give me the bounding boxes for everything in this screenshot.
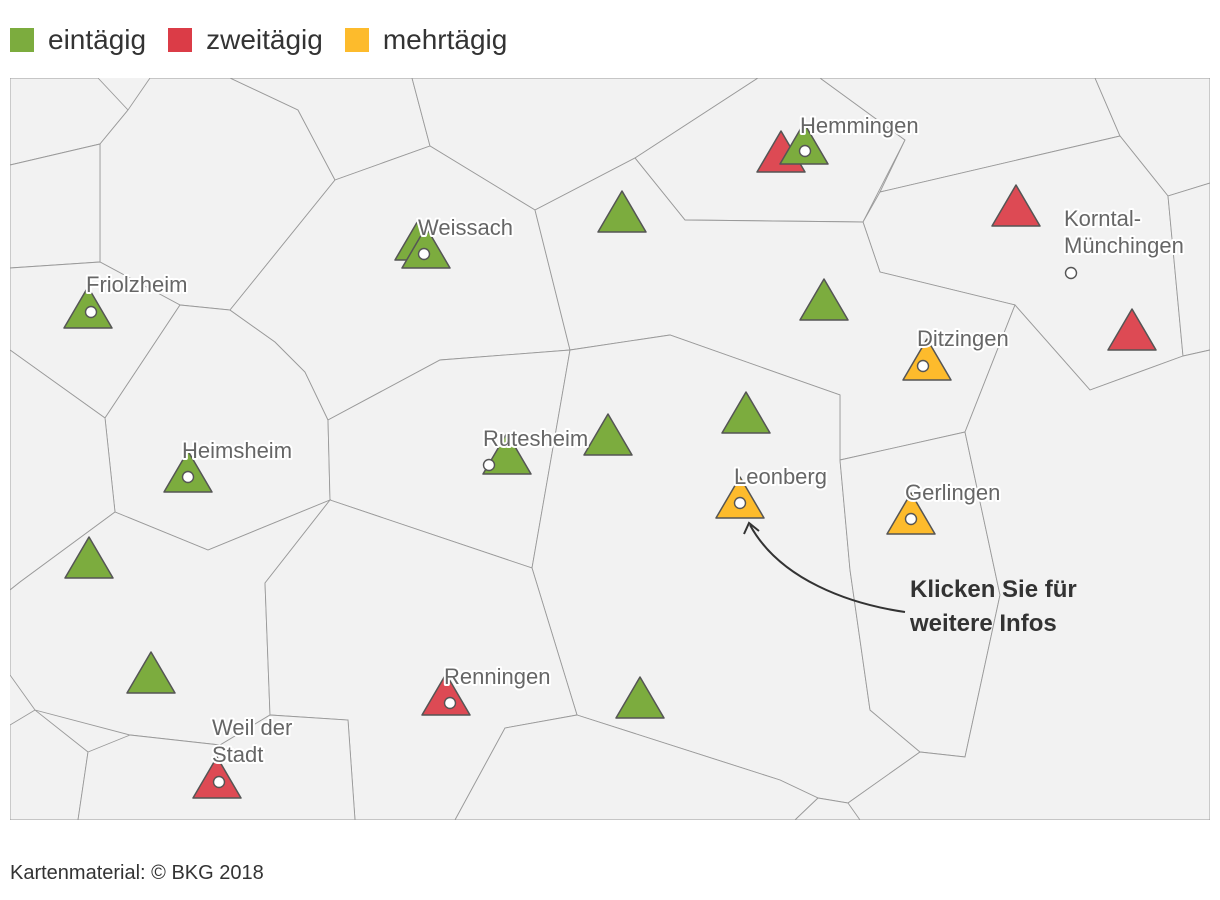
- triangle-marker-icon: [583, 413, 633, 456]
- triangle-marker-icon: [597, 190, 647, 233]
- place-dot: [417, 247, 431, 261]
- triangle-marker-icon: [902, 338, 952, 381]
- legend-swatch-zweitaegig: [168, 28, 193, 52]
- event-marker-zweitaegig[interactable]: [421, 673, 471, 716]
- event-marker-mehrtaegig[interactable]: [902, 338, 952, 381]
- callout-arrow: [749, 524, 906, 613]
- event-marker-eintaegig[interactable]: [597, 190, 647, 233]
- event-marker-eintaegig[interactable]: [126, 651, 176, 694]
- place-dot: [443, 696, 457, 710]
- legend-item-eintaegig[interactable]: eintägig: [10, 24, 146, 56]
- place-label: Friolzheim: [86, 272, 187, 297]
- event-markers: [63, 122, 1157, 799]
- triangle-marker-icon: [799, 278, 849, 321]
- place-dot: [1064, 266, 1078, 280]
- place-dot: [181, 470, 195, 484]
- event-marker-eintaegig[interactable]: [583, 413, 633, 456]
- municipality-cells: [10, 78, 1210, 820]
- map-source-credit: Kartenmaterial: © BKG 2018: [10, 862, 264, 884]
- voronoi-map[interactable]: Hemmingen Weissach Korntal-Münchingen Friol…: [10, 78, 1210, 820]
- place-label: Renningen: [444, 664, 550, 689]
- event-marker-zweitaegig[interactable]: [1107, 308, 1157, 351]
- place-label: Leonberg: [734, 464, 827, 489]
- triangle-marker-icon: [615, 676, 665, 719]
- place-label: Weissach: [418, 215, 513, 240]
- place-dot: [84, 305, 98, 319]
- event-marker-eintaegig[interactable]: [721, 391, 771, 434]
- triangle-marker-icon: [1107, 308, 1157, 351]
- place-dot: [212, 775, 226, 789]
- place-label: Heimsheim: [182, 438, 292, 463]
- triangle-marker-icon: [401, 226, 451, 269]
- triangle-marker-icon: [779, 122, 829, 165]
- legend-label-mehrtaegig: mehrtägig: [382, 24, 508, 55]
- place-dot: [733, 496, 747, 510]
- place-dots: [84, 144, 1078, 789]
- callout-line-2: weitere Infos: [909, 610, 1057, 637]
- place-label: Hemmingen: [800, 113, 919, 138]
- municipality-cell[interactable]: [454, 714, 819, 820]
- event-marker-eintaegig[interactable]: [779, 122, 829, 165]
- legend: eintägig zweitägig mehrtägig: [10, 20, 507, 60]
- place-label: Ditzingen: [917, 326, 1009, 351]
- triangle-marker-icon: [721, 391, 771, 434]
- place-label: Korntal-Münchingen: [1064, 206, 1184, 258]
- municipality-cell[interactable]: [794, 797, 861, 820]
- event-marker-eintaegig[interactable]: [401, 226, 451, 269]
- event-marker-eintaegig[interactable]: [64, 536, 114, 579]
- event-marker-eintaegig[interactable]: [799, 278, 849, 321]
- place-label: Weil der Stadt: [212, 715, 292, 767]
- callout-line-1: Klicken Sie für: [910, 576, 1077, 603]
- triangle-marker-icon: [421, 673, 471, 716]
- event-marker-zweitaegig[interactable]: [991, 184, 1041, 227]
- callout: Klicken Sie für weitere Infos: [743, 521, 1077, 637]
- legend-label-zweitaegig: zweitägig: [206, 24, 323, 55]
- place-labels: Hemmingen Weissach Korntal-Münchingen Friol…: [84, 111, 1186, 769]
- callout-arrowhead: [743, 521, 760, 535]
- place-dot: [916, 359, 930, 373]
- place-dot: [904, 512, 918, 526]
- triangle-marker-icon: [64, 536, 114, 579]
- legend-item-zweitaegig[interactable]: zweitägig: [168, 24, 323, 56]
- municipality-cell[interactable]: [10, 143, 101, 269]
- legend-swatch-mehrtaegig: [344, 28, 369, 52]
- place-label: Gerlingen: [905, 480, 1000, 505]
- place-label: Rutesheim: [483, 426, 588, 451]
- triangle-marker-icon: [126, 651, 176, 694]
- place-dot: [482, 458, 496, 472]
- place-dot: [798, 144, 812, 158]
- map-canvas: Hemmingen Weissach Korntal-Münchingen Friol…: [10, 78, 1210, 820]
- legend-label-eintaegig: eintägig: [48, 24, 147, 55]
- legend-swatch-eintaegig: [10, 28, 34, 52]
- municipality-cell[interactable]: [1167, 182, 1210, 357]
- legend-item-mehrtaegig[interactable]: mehrtägig: [344, 24, 508, 56]
- event-marker-eintaegig[interactable]: [615, 676, 665, 719]
- triangle-marker-icon: [991, 184, 1041, 227]
- municipality-cell[interactable]: [264, 499, 578, 820]
